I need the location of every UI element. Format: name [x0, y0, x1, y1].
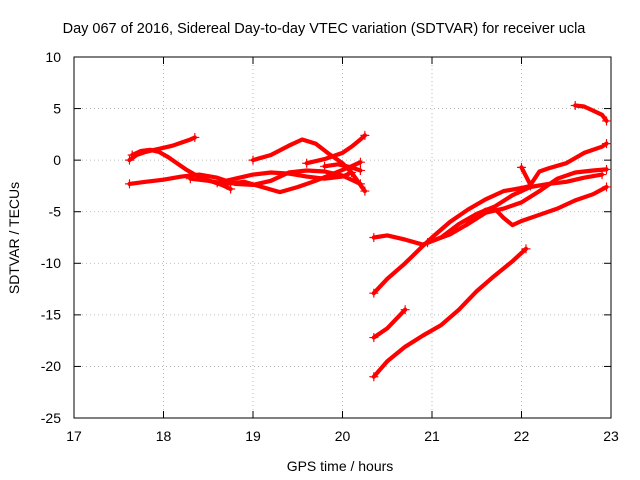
x-tick-label-22: 22	[514, 428, 530, 444]
series-trace	[465, 184, 609, 228]
series-arc-16	[570, 100, 612, 126]
plus-marker	[521, 244, 531, 254]
y-axis-label: SDTVAR / TECUs	[6, 182, 22, 294]
y-tick-label-minus-20: -20	[41, 358, 61, 374]
plus-marker	[355, 157, 365, 167]
plus-marker	[516, 162, 527, 172]
plus-marker	[360, 130, 370, 140]
plus-marker	[190, 132, 200, 143]
plus-marker	[601, 182, 612, 192]
series-trace	[127, 168, 363, 187]
series-trace	[250, 137, 367, 194]
plus-marker	[369, 372, 379, 382]
gridlines	[73, 56, 612, 419]
y-tick-label-0: 0	[53, 152, 61, 168]
plus-marker	[570, 100, 580, 111]
plus-marker	[369, 332, 379, 343]
series-trace	[371, 183, 533, 296]
plus-marker	[601, 164, 612, 175]
plus-marker	[302, 158, 312, 168]
x-tick-label-20: 20	[335, 428, 351, 444]
plus-marker	[185, 174, 195, 184]
series-trace	[519, 141, 609, 187]
plus-marker	[248, 155, 258, 165]
series-trace	[304, 133, 367, 166]
y-axis: 10 5 0 -5 -10 -15 -20 -25	[41, 49, 61, 426]
plus-marker	[360, 186, 370, 196]
series-arc-14	[463, 182, 612, 228]
plus-marker	[422, 238, 433, 248]
plus-marker	[463, 217, 473, 227]
plus-marker	[320, 161, 330, 171]
series-trace	[573, 103, 609, 123]
plus-marker	[597, 169, 607, 180]
plus-marker	[127, 150, 137, 160]
y-tick-label-5: 5	[53, 101, 61, 117]
plus-marker	[212, 178, 222, 188]
data-series	[124, 100, 612, 382]
series-arc-15	[516, 139, 612, 187]
y-tick-label-minus-10: -10	[41, 255, 61, 271]
plus-marker	[601, 116, 612, 126]
series-arc-2	[127, 147, 236, 194]
x-tick-label-18: 18	[156, 428, 172, 444]
series-arc-1	[124, 132, 200, 165]
series-arc-8	[320, 161, 365, 176]
plus-marker	[226, 184, 236, 194]
chart-title: Day 067 of 2016, Sidereal Day-to-day VTE…	[63, 21, 587, 37]
series-arc-11	[369, 305, 410, 343]
y-tick-label-10: 10	[45, 49, 61, 65]
series-trace	[425, 167, 609, 245]
series-arc-12	[369, 244, 531, 382]
series-arc-6	[248, 137, 370, 196]
series-trace	[322, 162, 363, 173]
x-tick-label-21: 21	[424, 428, 440, 444]
plus-marker	[369, 232, 379, 243]
x-axis: 17 18 19 20 21 22 23	[66, 428, 619, 444]
series-arc-7	[302, 130, 370, 168]
series-trace	[127, 135, 197, 163]
x-tick-label-19: 19	[245, 428, 261, 444]
series-trace	[215, 170, 354, 185]
plus-marker	[124, 179, 135, 189]
series-trace	[371, 246, 529, 379]
series-trace	[371, 307, 408, 340]
y-tick-label-minus-15: -15	[41, 307, 61, 323]
y-tick-label-minus-25: -25	[41, 410, 61, 426]
x-axis-label: GPS time / hours	[287, 458, 394, 474]
plus-marker	[369, 288, 379, 298]
y-tick-label-minus-5: -5	[49, 204, 62, 220]
x-tick-label-17: 17	[66, 428, 82, 444]
plus-marker	[355, 165, 365, 176]
x-tick-label-23: 23	[603, 428, 619, 444]
plus-marker	[124, 155, 135, 165]
series-arc-13	[422, 164, 612, 248]
plus-marker	[601, 139, 612, 149]
plot-frame	[73, 56, 612, 419]
plus-marker	[400, 305, 410, 315]
